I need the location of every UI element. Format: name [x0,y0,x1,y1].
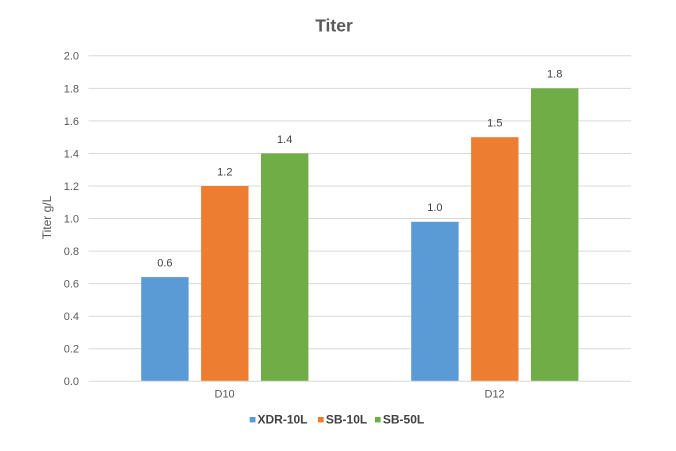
svg-text:0.4: 0.4 [64,311,79,323]
svg-text:0.8: 0.8 [64,246,79,258]
svg-text:1.4: 1.4 [64,148,79,160]
svg-text:1.6: 1.6 [64,116,79,128]
svg-text:1.8: 1.8 [547,69,562,81]
svg-text:1.2: 1.2 [217,166,232,178]
svg-text:SB-10L: SB-10L [326,413,367,427]
svg-text:1.8: 1.8 [64,83,79,95]
svg-text:1.4: 1.4 [277,134,292,146]
svg-text:0.0: 0.0 [64,376,79,388]
svg-text:D12: D12 [485,389,505,401]
svg-text:0.6: 0.6 [64,279,79,291]
svg-text:Titer g/L: Titer g/L [40,195,54,239]
svg-text:2.0: 2.0 [64,51,79,63]
svg-text:D10: D10 [215,389,235,401]
svg-text:XDR-10L: XDR-10L [258,413,308,427]
svg-text:0.2: 0.2 [64,344,79,356]
svg-text:Titer: Titer [315,16,353,36]
svg-text:1.0: 1.0 [64,213,79,225]
svg-text:1.2: 1.2 [64,181,79,193]
svg-text:1.0: 1.0 [427,202,442,214]
svg-text:SB-50L: SB-50L [383,413,424,427]
svg-text:0.6: 0.6 [157,257,172,269]
svg-text:1.5: 1.5 [487,118,502,130]
